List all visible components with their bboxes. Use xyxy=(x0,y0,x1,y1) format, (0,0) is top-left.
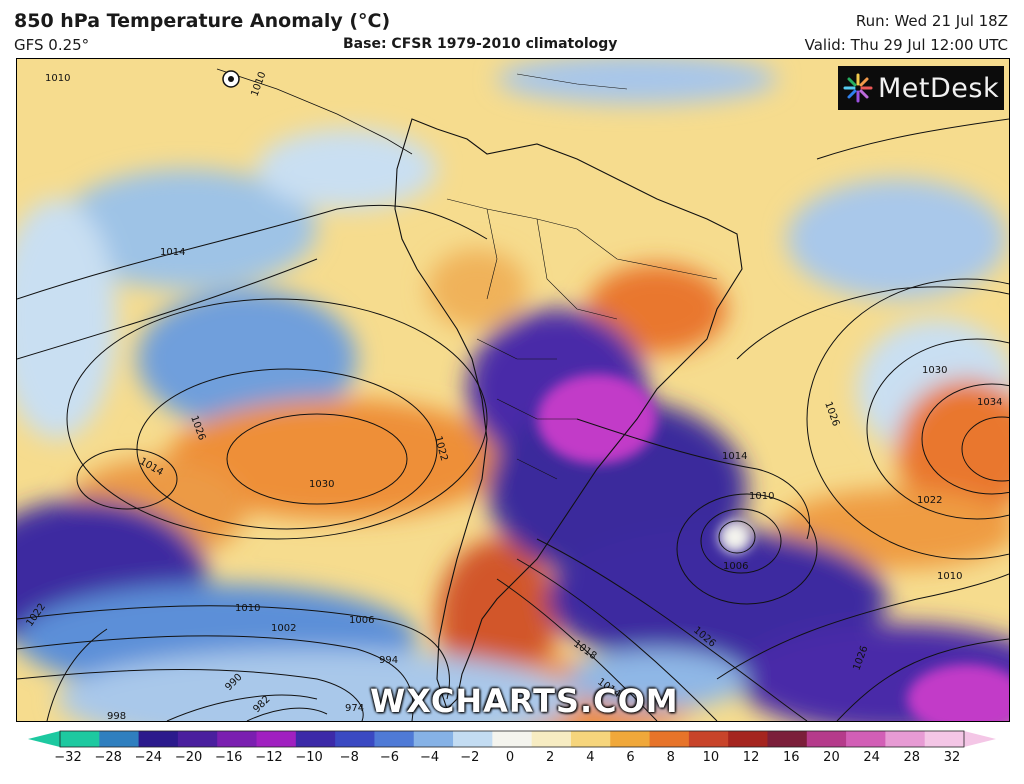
colorbar-segment xyxy=(610,731,651,747)
svg-text:1034: 1034 xyxy=(977,397,1002,408)
svg-text:1006: 1006 xyxy=(723,561,748,572)
colorbar-tick-label: 12 xyxy=(742,750,760,765)
chart-header: 850 hPa Temperature Anomaly (°C) GFS 0.2… xyxy=(0,0,1024,58)
colorbar-segment xyxy=(924,731,965,747)
colorbar-tick-label: 24 xyxy=(863,750,880,765)
chart-title: 850 hPa Temperature Anomaly (°C) xyxy=(14,10,391,32)
continent-outline xyxy=(394,118,743,711)
colorbar-tick-label: −6 xyxy=(379,750,400,765)
anomaly-map: 1010 1010 1014 1026 1022 1030 1014 1030 … xyxy=(16,58,1010,722)
colorbar-tick-label: 6 xyxy=(626,750,635,765)
colorbar-segment xyxy=(531,731,572,747)
isobars xyxy=(17,118,1009,721)
colorbar-tick-label: −8 xyxy=(339,750,359,765)
svg-text:1030: 1030 xyxy=(922,365,947,376)
colorbar-segment xyxy=(688,731,729,747)
colorbar xyxy=(28,730,996,748)
colorbar-tick-label: 0 xyxy=(505,750,515,765)
colorbar-segment xyxy=(256,731,297,747)
colorbar-segment xyxy=(570,731,611,747)
base-label: Base: CFSR 1979-2010 climatology xyxy=(343,36,618,52)
svg-text:1006: 1006 xyxy=(349,615,374,626)
run-label: Run: Wed 21 Jul 18Z xyxy=(855,12,1008,30)
colorbar-right-arrow xyxy=(964,731,996,747)
colorbar-tick-label: −4 xyxy=(420,750,440,765)
svg-text:974: 974 xyxy=(345,703,364,714)
colorbar-tick-label: −2 xyxy=(460,750,480,765)
colorbar-segment xyxy=(453,731,493,747)
svg-text:1010: 1010 xyxy=(45,73,70,84)
colorbar-tick-label: −10 xyxy=(295,750,323,765)
colorbar-tick-label: 16 xyxy=(782,750,800,765)
colorbar-tick-label: −12 xyxy=(255,750,283,765)
country-borders xyxy=(446,198,718,480)
svg-text:994: 994 xyxy=(379,655,398,666)
svg-text:1022: 1022 xyxy=(917,495,942,506)
central-america-outline xyxy=(216,68,413,155)
colorbar-segment xyxy=(728,731,768,747)
colorbar-tick-label: 4 xyxy=(586,750,595,765)
svg-text:1030: 1030 xyxy=(309,479,334,490)
colorbar-segment xyxy=(177,731,218,747)
svg-text:1002: 1002 xyxy=(271,623,296,634)
colorbar-segment xyxy=(60,731,100,747)
colorbar-segment xyxy=(649,731,690,747)
colorbar-tick-label: −16 xyxy=(215,750,243,765)
colorbar-segment xyxy=(885,731,926,747)
colorbar-tick-label: −20 xyxy=(174,750,203,765)
colorbar-tick-label: 28 xyxy=(903,750,921,765)
svg-text:1010: 1010 xyxy=(235,603,260,614)
model-label: GFS 0.25° xyxy=(14,36,90,54)
colorbar-left-arrow xyxy=(28,731,60,747)
wxcharts-watermark: WXCHARTS.COM xyxy=(370,682,679,720)
svg-text:998: 998 xyxy=(107,711,126,721)
colorbar-tick-label: −28 xyxy=(94,750,122,765)
colorbar-segment xyxy=(138,731,179,747)
colorbar-ticks: −32 −28 −24 −20 −16 −12 −10 −8 −6 −4 −2 0 2 4 6 8 10 12 16… xyxy=(54,750,961,770)
colorbar-segment xyxy=(492,731,533,747)
colorbar-tick-label: −32 xyxy=(54,750,82,765)
colorbar-segment xyxy=(846,731,886,747)
colorbar-tick-label: 10 xyxy=(702,750,720,765)
colorbar-segment xyxy=(217,731,258,747)
colorbar-segment xyxy=(806,731,847,747)
metdesk-burst-icon xyxy=(838,66,878,110)
colorbar-tick-label: 32 xyxy=(943,750,961,765)
valid-label: Valid: Thu 29 Jul 12:00 UTC xyxy=(804,36,1008,54)
colorbar-segment xyxy=(413,731,454,747)
extreme-cold-core xyxy=(537,374,1009,721)
colorbar-segment xyxy=(767,731,808,747)
map-canvas: 1010 1010 1014 1026 1022 1030 1014 1030 … xyxy=(17,59,1009,721)
colorbar-tick-label: 2 xyxy=(546,750,555,765)
svg-text:1014: 1014 xyxy=(160,247,185,258)
svg-text:1014: 1014 xyxy=(722,451,747,462)
metdesk-logo: MetDesk xyxy=(838,66,1004,110)
colorbar-segment xyxy=(335,731,375,747)
colorbar-tick-label: 8 xyxy=(666,750,675,765)
colorbar-segment xyxy=(99,731,140,747)
colorbar-segment xyxy=(295,731,336,747)
metdesk-logo-text: MetDesk xyxy=(878,72,1000,104)
svg-text:1010: 1010 xyxy=(937,571,962,582)
svg-text:1010: 1010 xyxy=(749,491,774,502)
colorbar-tick-label: 20 xyxy=(823,750,840,765)
colorbar-tick-label: −24 xyxy=(134,750,163,765)
colorbar-segment xyxy=(374,731,415,747)
